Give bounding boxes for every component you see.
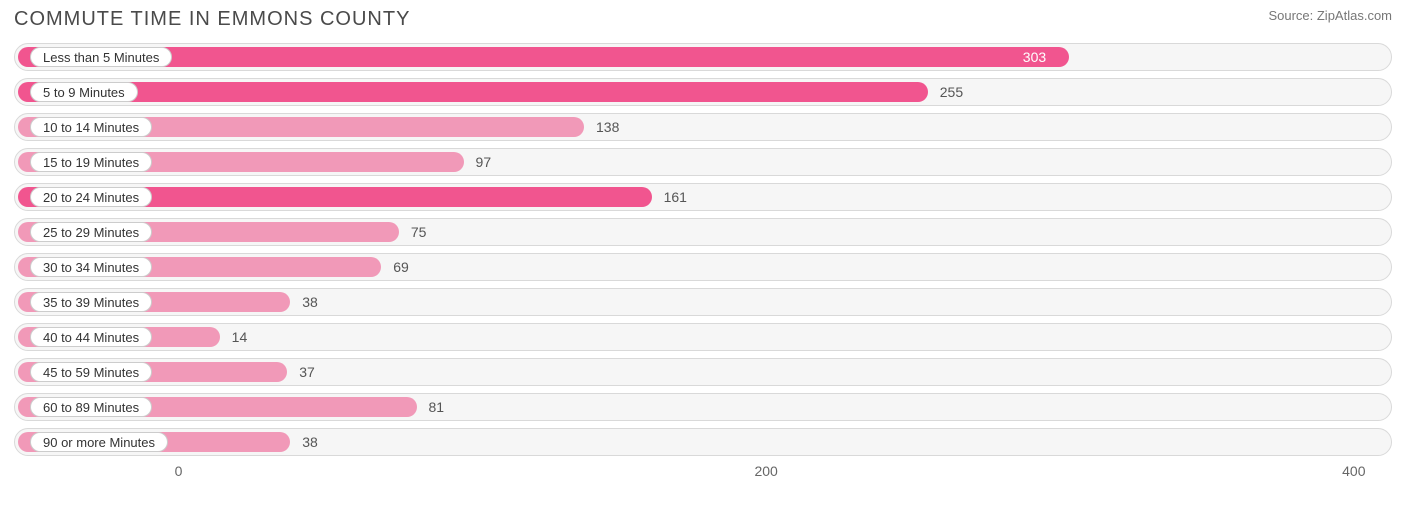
bar-row: Less than 5 Minutes 303	[14, 43, 1392, 71]
x-axis: 0 200 400	[14, 463, 1392, 493]
value-label: 255	[940, 78, 963, 106]
category-pill: 45 to 59 Minutes	[30, 362, 152, 382]
bar-row: 35 to 39 Minutes 38	[14, 288, 1392, 316]
bar-row: 90 or more Minutes 38	[14, 428, 1392, 456]
category-pill: 15 to 19 Minutes	[30, 152, 152, 172]
value-label: 303	[1023, 43, 1046, 71]
bar-row: 10 to 14 Minutes 138	[14, 113, 1392, 141]
category-pill: 40 to 44 Minutes	[30, 327, 152, 347]
chart-header: COMMUTE TIME IN EMMONS COUNTY Source: Zi…	[0, 0, 1406, 43]
chart-source: Source: ZipAtlas.com	[1268, 8, 1392, 23]
bar-row: 40 to 44 Minutes 14	[14, 323, 1392, 351]
category-pill: 10 to 14 Minutes	[30, 117, 152, 137]
category-pill: 90 or more Minutes	[30, 432, 168, 452]
value-label: 138	[596, 113, 619, 141]
category-pill: 20 to 24 Minutes	[30, 187, 152, 207]
bar-row: 15 to 19 Minutes 97	[14, 148, 1392, 176]
bar	[18, 47, 1069, 67]
x-axis-tick: 200	[754, 463, 777, 479]
chart-plot-area: Less than 5 Minutes 303 5 to 9 Minutes 255 1…	[0, 43, 1406, 456]
bar-row: 20 to 24 Minutes 161	[14, 183, 1392, 211]
chart-title: COMMUTE TIME IN EMMONS COUNTY	[14, 8, 410, 31]
value-label: 69	[393, 253, 409, 281]
bar-row: 45 to 59 Minutes 37	[14, 358, 1392, 386]
value-label: 161	[664, 183, 687, 211]
value-label: 75	[411, 218, 427, 246]
bar-row: 30 to 34 Minutes 69	[14, 253, 1392, 281]
x-axis-tick: 0	[175, 463, 183, 479]
value-label: 97	[476, 148, 492, 176]
category-pill: Less than 5 Minutes	[30, 47, 172, 67]
value-label: 14	[232, 323, 248, 351]
bar-row: 25 to 29 Minutes 75	[14, 218, 1392, 246]
category-pill: 5 to 9 Minutes	[30, 82, 138, 102]
x-axis-tick: 400	[1342, 463, 1365, 479]
bar-row: 5 to 9 Minutes 255	[14, 78, 1392, 106]
bar	[18, 82, 928, 102]
value-label: 81	[429, 393, 445, 421]
category-pill: 60 to 89 Minutes	[30, 397, 152, 417]
category-pill: 30 to 34 Minutes	[30, 257, 152, 277]
bar-row: 60 to 89 Minutes 81	[14, 393, 1392, 421]
value-label: 38	[302, 428, 318, 456]
value-label: 38	[302, 288, 318, 316]
category-pill: 25 to 29 Minutes	[30, 222, 152, 242]
category-pill: 35 to 39 Minutes	[30, 292, 152, 312]
value-label: 37	[299, 358, 315, 386]
bar-track	[14, 323, 1392, 351]
